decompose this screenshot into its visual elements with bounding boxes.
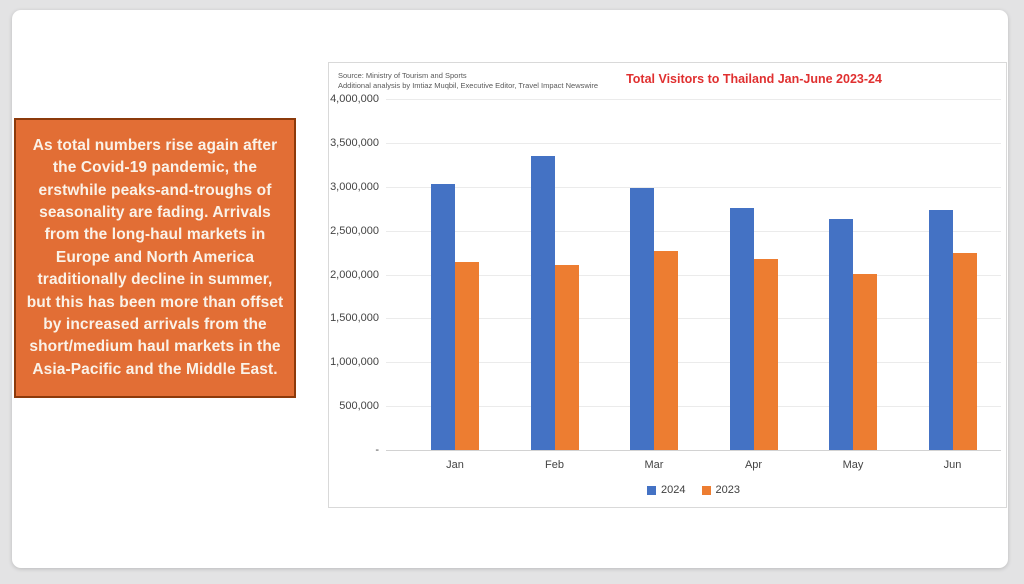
visitors-chart: Source: Ministry of Tourism and Sports A… [328,62,1007,508]
gridline [386,406,1001,408]
gridline [386,99,1001,100]
y-axis-tick-label: 3,000,000 [330,180,379,193]
y-axis-tick-label: 4,000,000 [330,93,379,105]
plot-area: 4,000,000 3,500,000 3,000,000 2,500,000 2,00… [329,63,1006,507]
bar-2023-feb [554,265,579,450]
chart-legend: 2024 2023 [386,482,1001,498]
legend-label-2024: 2024 [661,484,686,496]
commentary-text: As total numbers rise again after the Co… [26,136,284,378]
bar-2023-jun [952,253,977,450]
bar-2023-may [853,274,877,450]
gridline [386,186,1001,188]
y-axis-tick-label: 2,500,000 [330,224,379,237]
gridline [386,230,1001,232]
bar-2024-jun [928,210,953,450]
y-axis-tick-label: 3,500,000 [330,136,379,149]
x-axis-label-jan: Jan [446,459,464,471]
commentary-textbox: As total numbers rise again after the Co… [14,118,296,398]
legend-swatch-2024 [647,485,657,495]
bar-2024-mar [630,188,654,450]
y-axis-tick-label: 1,000,000 [330,356,379,369]
legend-label-2023: 2023 [715,484,740,496]
gridline [386,274,1001,276]
y-axis-tick-label: 2,000,000 [330,268,379,281]
bar-2023-jan [455,262,479,450]
chart-title: Total Visitors to Thailand Jan-June 2023… [626,72,882,86]
bar-2024-jan [431,184,455,450]
x-axis-label-may: May [842,459,864,471]
x-axis-label-feb: Feb [545,459,564,471]
legend-item-2023: 2023 [701,484,740,496]
bar-2024-apr [729,208,754,450]
source-line-2: Additional analysis by Imtiaz Muqbil, Ex… [338,81,599,90]
x-axis-label-mar: Mar [644,459,664,471]
presentation-slide: As total numbers rise again after the Co… [12,10,1008,568]
y-axis-tick-label: - [375,444,379,456]
y-axis-tick-label: 1,500,000 [330,312,379,325]
source-line-1: Source: Ministry of Tourism and Sports [338,71,467,80]
bar-2024-may [829,219,853,450]
gridline [386,362,1001,364]
y-axis-tick-label: 500,000 [339,400,379,413]
legend-item-2024: 2024 [647,484,686,496]
legend-swatch-2023 [701,485,711,495]
bar-2024-feb [530,156,555,450]
bar-2023-apr [753,259,778,450]
x-axis-label-jun: Jun [943,459,962,471]
x-axis-baseline [386,450,1001,451]
source-attribution: Source: Ministry of Tourism and Sports A… [338,71,598,91]
x-axis-label-apr: Apr [744,459,763,471]
gridline [386,142,1001,144]
bar-2023-mar [654,251,678,450]
gridline [386,318,1001,320]
